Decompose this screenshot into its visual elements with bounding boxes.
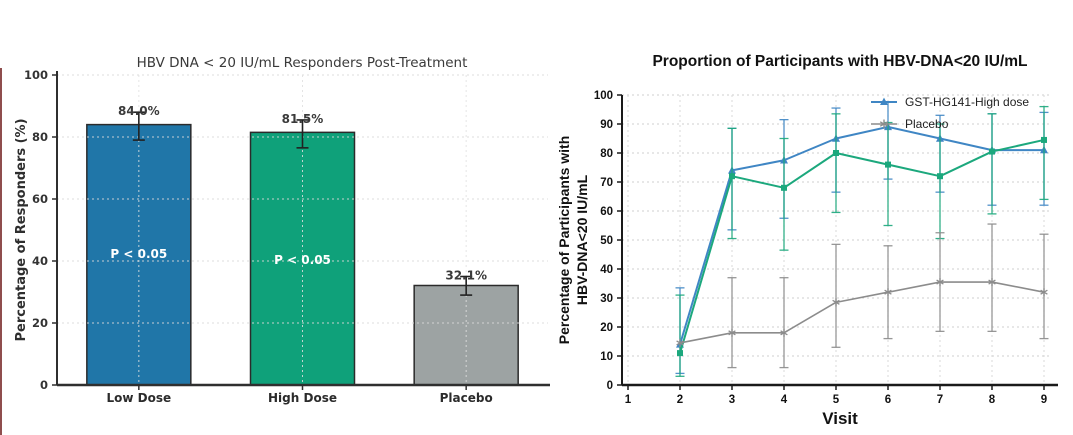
y-tick-label: 100 xyxy=(24,68,48,82)
bar-value-label: 84.0% xyxy=(118,104,160,118)
y-tick-label: 0 xyxy=(40,378,48,392)
bar-placebo xyxy=(413,284,519,386)
series-line-gst-hg141-high-dose xyxy=(679,125,1044,345)
bar-chart-plot-area: 84.0% 81.5% 32.1% P < 0.05 P < 0.05 0 20 40 60 80… xyxy=(24,68,550,405)
bar-chart-y-axis-label: Percentage of Responders (%) xyxy=(14,118,29,341)
y-tick-label: 10 xyxy=(600,351,613,363)
data-point-marker xyxy=(728,328,736,337)
y-tick-label: 80 xyxy=(600,148,613,160)
x-category-label: High Dose xyxy=(268,391,337,405)
y-tick-label: 20 xyxy=(32,316,48,330)
y-tick-label: 20 xyxy=(600,322,613,334)
line xyxy=(1040,289,1048,295)
x-tick-label: 6 xyxy=(885,394,891,406)
y-tick-label: 60 xyxy=(32,192,48,206)
line xyxy=(988,279,996,285)
data-point-marker xyxy=(676,338,684,347)
data-point-marker xyxy=(937,173,943,180)
line-chart-panel: Proportion of Participants with HBV-DNA<… xyxy=(555,0,1073,435)
line-chart: Proportion of Participants with HBV-DNA<… xyxy=(556,53,1058,428)
bar-value-label: 32.1% xyxy=(445,269,487,283)
data-point-marker xyxy=(885,161,891,168)
x-tick-label: 2 xyxy=(677,394,683,406)
x-tick-label: 8 xyxy=(989,394,996,406)
y-tick-label: 80 xyxy=(32,130,48,144)
data-point-marker xyxy=(936,278,944,287)
data-point-marker xyxy=(781,184,787,191)
line-chart-x-axis-label: Visit xyxy=(822,409,858,428)
y-tick-label: 100 xyxy=(594,90,613,102)
data-point-marker xyxy=(989,148,995,155)
significance-annotation: P < 0.05 xyxy=(274,253,331,267)
bar-high-dose xyxy=(249,131,356,386)
y-tick-label: 0 xyxy=(607,380,613,392)
x-tick-label: 3 xyxy=(729,394,735,406)
data-point-marker xyxy=(1040,288,1048,297)
line xyxy=(832,299,840,305)
bar-chart-title: HBV DNA < 20 IU/mL Responders Post-Treat… xyxy=(137,55,468,71)
y-tick-label: 90 xyxy=(600,119,613,131)
x-category-label: Placebo xyxy=(440,391,493,405)
data-point-marker xyxy=(988,278,996,287)
legend-triangle-marker-icon xyxy=(880,97,888,105)
bar-value-label: 81.5% xyxy=(282,112,324,126)
line xyxy=(936,279,944,285)
legend-star-marker-icon xyxy=(879,119,889,129)
x-tick-label: 9 xyxy=(1041,394,1047,406)
page-edge-artifact xyxy=(0,68,2,435)
bar-chart: HBV DNA < 20 IU/mL Responders Post-Treat… xyxy=(14,55,550,405)
y-tick-label: 40 xyxy=(32,254,48,268)
y-tick-label: 30 xyxy=(600,293,613,305)
x-tick-label: 7 xyxy=(937,394,943,406)
line xyxy=(884,289,892,295)
x-tick-label: 1 xyxy=(625,394,632,406)
data-point-marker xyxy=(780,328,788,337)
line-chart-y-axis-label-line1: Percentage of Participants with xyxy=(556,136,572,345)
y-tick-label: 50 xyxy=(600,235,613,247)
data-point-marker xyxy=(1041,136,1047,143)
line-chart-plot-area: 0 10 20 30 40 50 60 70 80 90 100 1 2 3 4 5 6 7 8 9 xyxy=(594,90,1058,406)
y-tick-label: 60 xyxy=(600,206,613,218)
bar-chart-panel: HBV DNA < 20 IU/mL Responders Post-Treat… xyxy=(14,55,550,405)
line-chart-legend: GST-HG141-High dose Placebo xyxy=(871,95,1029,131)
y-tick-label: 70 xyxy=(600,177,613,189)
legend-label-high-dose: GST-HG141-High dose xyxy=(905,95,1029,109)
line xyxy=(728,330,736,336)
x-category-label: Low Dose xyxy=(107,391,172,405)
legend-label-placebo: Placebo xyxy=(905,117,949,131)
data-point-marker xyxy=(729,173,735,180)
line xyxy=(780,330,788,336)
line xyxy=(676,340,684,346)
data-point-marker xyxy=(832,298,840,307)
series-line-placebo xyxy=(679,281,1045,344)
significance-annotation: P < 0.05 xyxy=(110,247,167,261)
line-chart-title: Proportion of Participants with HBV-DNA<… xyxy=(652,53,1027,70)
data-point-marker xyxy=(833,150,839,156)
line-chart-y-axis-label-line2: HBV-DNA<20 IU/mL xyxy=(574,174,590,305)
x-tick-label: 5 xyxy=(833,394,840,406)
series-line-unlabeled xyxy=(679,138,1045,354)
x-tick-label: 4 xyxy=(781,394,788,406)
y-tick-label: 40 xyxy=(600,264,613,276)
data-point-marker xyxy=(677,350,683,357)
data-point-marker xyxy=(884,288,892,297)
